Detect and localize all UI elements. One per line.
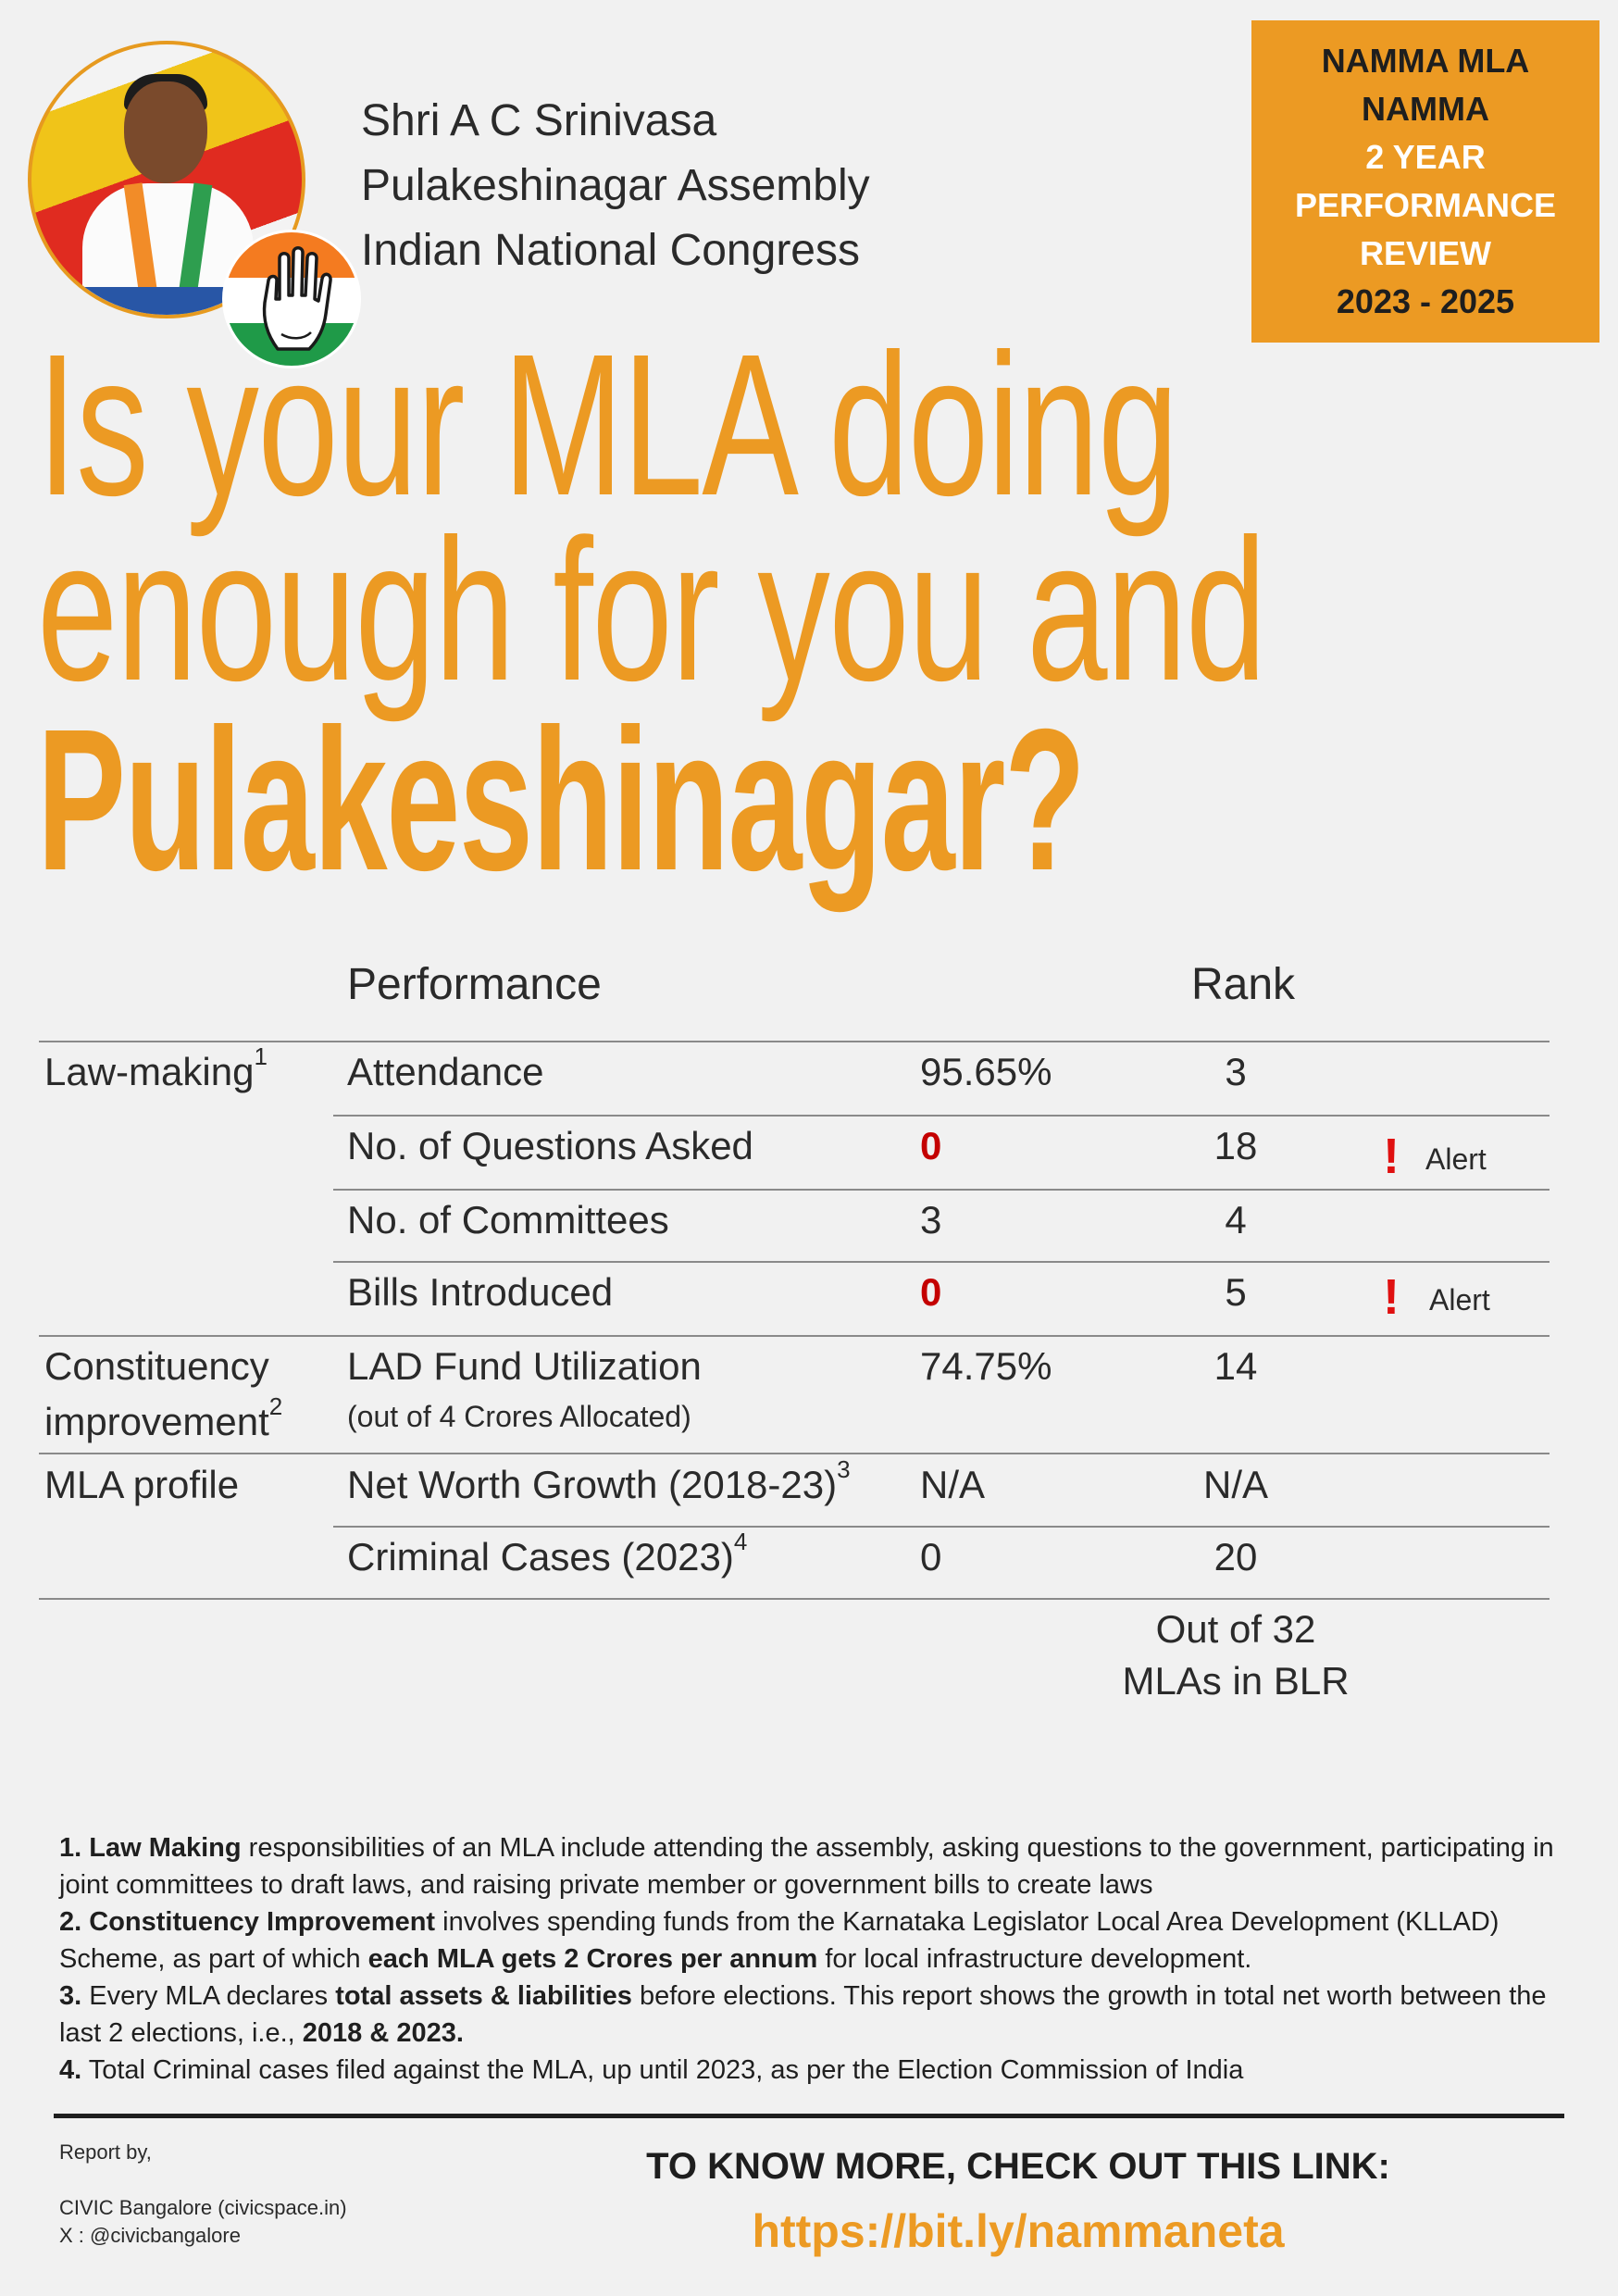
- group-law-making: Law-making1: [44, 1042, 268, 1093]
- metric-net-worth: Net Worth Growth (2018-23)3: [347, 1455, 851, 1506]
- footer-divider: [54, 2114, 1564, 2118]
- footnote-2: 2. Constituency Improvement involves spe…: [59, 1907, 1500, 1974]
- group-mla-profile: MLA profile: [44, 1463, 240, 1506]
- headline-line-2: enough for you and: [37, 498, 1266, 723]
- rank-bills: 5: [1225, 1270, 1247, 1314]
- footnote-4: 4. Total Criminal cases filed against th…: [59, 2055, 1244, 2085]
- headline-line-1: Is your MLA doing: [37, 313, 1178, 538]
- value-committees: 3: [920, 1198, 942, 1242]
- value-attendance: 95.65%: [920, 1050, 1052, 1093]
- mla-party: Indian National Congress: [361, 226, 860, 275]
- value-criminal-cases: 0: [920, 1535, 942, 1578]
- alert-exclamation-icon: !: [1383, 1129, 1400, 1184]
- row-divider: [39, 1335, 1550, 1337]
- metric-lad-fund: LAD Fund Utilization: [347, 1344, 702, 1388]
- report-by-label: Report by,: [59, 2140, 152, 2164]
- rank-attendance: 3: [1225, 1050, 1247, 1093]
- report-org: CIVIC Bangalore (civicspace.in): [59, 2196, 347, 2219]
- metric-committees: No. of Committees: [347, 1198, 669, 1242]
- metric-lad-fund-note: (out of 4 Crores Allocated): [347, 1400, 691, 1433]
- rank-footnote: Out of 32 MLAs in BLR: [1092, 1603, 1379, 1707]
- value-bills: 0: [920, 1270, 942, 1314]
- alert-label: Alert: [1429, 1283, 1490, 1316]
- footnote-3: 3. Every MLA declares total assets & lia…: [59, 1981, 1547, 2048]
- value-net-worth: N/A: [920, 1463, 986, 1506]
- row-divider: [39, 1598, 1550, 1600]
- group-constituency: Constituency: [44, 1344, 269, 1388]
- review-line-4: PERFORMANCE: [1294, 186, 1556, 224]
- review-line-2: NAMMA: [1362, 90, 1489, 128]
- group-constituency-line2: improvement2: [44, 1392, 283, 1443]
- cta-link[interactable]: https://bit.ly/nammaneta: [752, 2205, 1285, 2257]
- footnote-1: 1. Law Making responsibilities of an MLA…: [59, 1833, 1554, 1900]
- review-line-1: NAMMA MLA: [1321, 42, 1530, 80]
- mla-portrait: [28, 41, 305, 318]
- headline: Is your MLA doing enough for you and Pul…: [37, 313, 1618, 913]
- rank-questions: 18: [1214, 1124, 1258, 1167]
- header-rank: Rank: [1191, 960, 1296, 1009]
- row-divider: [333, 1115, 1550, 1117]
- value-questions: 0: [920, 1124, 942, 1167]
- value-lad-fund: 74.75%: [920, 1344, 1052, 1388]
- row-divider: [333, 1261, 1550, 1263]
- mla-name: Shri A C Srinivasa: [361, 96, 717, 145]
- out-of-line-1: Out of 32: [1155, 1607, 1316, 1651]
- alert-label: Alert: [1425, 1142, 1487, 1176]
- call-to-action: TO KNOW MORE, CHECK OUT THIS LINK: https…: [629, 2146, 1407, 2258]
- mla-constituency: Pulakeshinagar Assembly: [361, 161, 870, 210]
- rank-net-worth: N/A: [1202, 1463, 1268, 1506]
- header-performance: Performance: [347, 960, 602, 1009]
- review-line-6: 2023 - 2025: [1336, 282, 1515, 320]
- review-line-3: 2 YEAR: [1365, 138, 1486, 176]
- report-handle: X : @civicbangalore: [59, 2224, 241, 2247]
- metric-bills: Bills Introduced: [347, 1270, 614, 1314]
- alert-exclamation-icon: !: [1383, 1269, 1400, 1325]
- cta-text: TO KNOW MORE, CHECK OUT THIS LINK:: [646, 2146, 1390, 2187]
- out-of-line-2: MLAs in BLR: [1122, 1659, 1350, 1703]
- party-hand-logo-icon: [222, 230, 361, 368]
- metric-questions: No. of Questions Asked: [347, 1124, 753, 1167]
- report-credit: Report by, CIVIC Bangalore (civicspace.i…: [59, 2139, 347, 2250]
- rank-committees: 4: [1225, 1198, 1247, 1242]
- metric-criminal-cases: Criminal Cases (2023)4: [347, 1528, 748, 1578]
- metric-attendance: Attendance: [347, 1050, 544, 1093]
- row-divider: [333, 1526, 1550, 1528]
- row-divider: [333, 1189, 1550, 1191]
- review-badge: NAMMA MLA NAMMA 2 YEAR PERFORMANCE REVIE…: [1251, 20, 1599, 343]
- review-line-5: REVIEW: [1359, 234, 1491, 272]
- rank-lad-fund: 14: [1214, 1344, 1258, 1388]
- footnotes: 1. Law Making responsibilities of an MLA…: [59, 1829, 1559, 2089]
- headline-line-3: Pulakeshinagar?: [37, 688, 1086, 913]
- row-divider: [39, 1453, 1550, 1454]
- row-divider: [39, 1041, 1550, 1042]
- mla-info: Shri A C Srinivasa Pulakeshinagar Assemb…: [361, 89, 870, 283]
- rank-criminal-cases: 20: [1214, 1535, 1258, 1578]
